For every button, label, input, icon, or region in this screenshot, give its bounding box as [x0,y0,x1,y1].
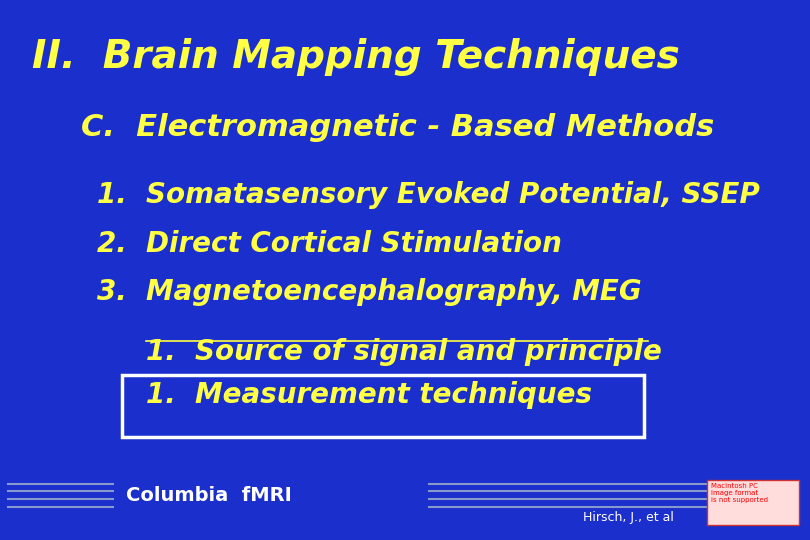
FancyBboxPatch shape [122,375,644,437]
Text: 1.  Measurement techniques: 1. Measurement techniques [146,381,592,409]
Text: 1.  Source of signal and principle: 1. Source of signal and principle [146,338,662,366]
Text: Macintosh PC
Image format
is not supported: Macintosh PC Image format is not support… [711,483,768,503]
Text: II.  Brain Mapping Techniques: II. Brain Mapping Techniques [32,38,680,76]
Text: 2.  Direct Cortical Stimulation: 2. Direct Cortical Stimulation [97,230,562,258]
Text: C.  Electromagnetic - Based Methods: C. Electromagnetic - Based Methods [81,113,714,143]
Text: Columbia  fMRI: Columbia fMRI [126,485,292,505]
Text: Hirsch, J., et al: Hirsch, J., et al [583,511,674,524]
Text: 3.  Magnetoencephalography, MEG: 3. Magnetoencephalography, MEG [97,278,642,306]
Text: 1.  Somatasensory Evoked Potential, SSEP: 1. Somatasensory Evoked Potential, SSEP [97,181,760,209]
FancyBboxPatch shape [707,480,799,525]
